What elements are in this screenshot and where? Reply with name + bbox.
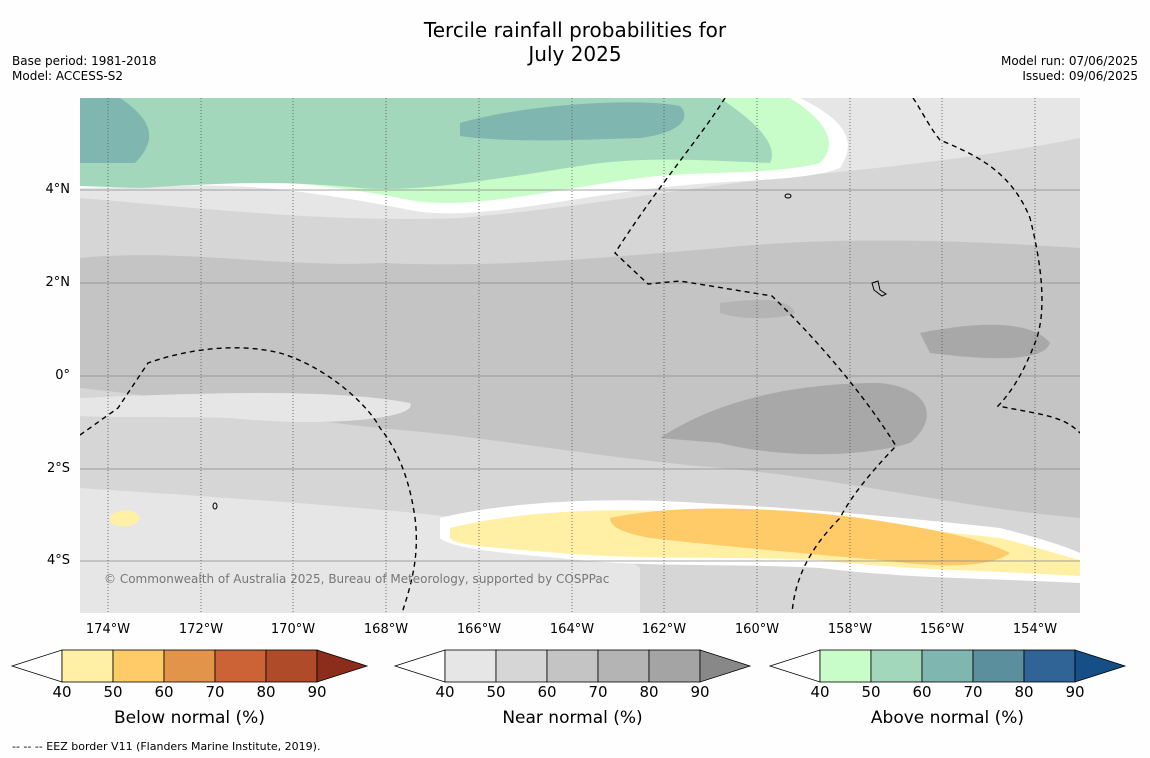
- colorbar-below-normal-segment-60: [163, 649, 216, 683]
- colorbar-near-normal-segment-40: [444, 649, 497, 683]
- lon-label-160w: 160°W: [734, 622, 780, 637]
- colorbar-below-normal-tick-90: 90: [307, 683, 327, 701]
- below-normal-40-small: [110, 510, 140, 527]
- above-normal-60-west: [80, 98, 150, 163]
- islands: [212, 193, 887, 510]
- lat-label-4n: 4°N: [45, 182, 71, 197]
- colorbar-near-normal-segment-80: [648, 649, 701, 683]
- colorbar-above-normal-over-triangle: [1074, 649, 1127, 683]
- colorbar-near-normal: [393, 649, 752, 683]
- above-normal-60-east: [460, 102, 685, 141]
- colorbar-below-normal-tick-70: 70: [205, 683, 225, 701]
- lat-label-4s: 4°S: [46, 553, 70, 568]
- lon-label-156w: 156°W: [919, 622, 965, 637]
- colorbar-near-normal-tick-70: 70: [588, 683, 608, 701]
- eez-border-east: [912, 98, 1080, 434]
- lon-label-166w: 166°W: [456, 622, 502, 637]
- colorbar-above-normal-segment-40: [819, 649, 872, 683]
- lon-label-168w: 168°W: [363, 622, 409, 637]
- colorbar-below-normal-segment-70: [214, 649, 267, 683]
- colorbar-above-normal-segment-70: [972, 649, 1025, 683]
- title-line-2: July 2025: [528, 42, 622, 66]
- lon-label-154w: 154°W: [1012, 622, 1058, 637]
- eez-borders: [80, 98, 1080, 613]
- lon-label-172w: 172°W: [178, 622, 224, 637]
- colorbar-below-normal: [10, 649, 369, 683]
- map-title: Tercile rainfall probabilities for July …: [0, 18, 1150, 66]
- below-normal-50: [610, 508, 1010, 566]
- model-run: Model run: 07/06/2025: [1000, 54, 1138, 68]
- model-name: Model: ACCESS-S2: [12, 69, 124, 83]
- colorbar-above-normal-tick-50: 50: [861, 683, 881, 701]
- near-normal-80-patch-2: [920, 324, 1050, 359]
- colorbar-label-near-normal: Near normal (%): [502, 708, 643, 728]
- colorbar-above-normal-tick-80: 80: [1014, 683, 1034, 701]
- colorbar-below-normal-tick-50: 50: [103, 683, 123, 701]
- meta-left: Base period: 1981-2018 Model: ACCESS-S2: [12, 54, 157, 84]
- longitude-lines: [107, 98, 1036, 613]
- lon-label-170w: 170°W: [270, 622, 316, 637]
- colorbar-above-normal: [768, 649, 1127, 683]
- colorbars: [10, 649, 1127, 683]
- lon-label-164w: 164°W: [549, 622, 595, 637]
- latitude-lines: [80, 189, 1080, 562]
- issued-date: Issued: 09/06/2025: [1022, 69, 1138, 83]
- colorbar-near-normal-tick-80: 80: [639, 683, 659, 701]
- near-normal-40-south: [80, 488, 640, 613]
- lon-label-158w: 158°W: [827, 622, 873, 637]
- colorbar-below-normal-under-triangle: [10, 649, 63, 683]
- lon-label-174w: 174°W: [85, 622, 131, 637]
- base-period: Base period: 1981-2018: [12, 54, 157, 68]
- near-normal-70-patch: [720, 300, 795, 319]
- colorbar-near-normal-under-triangle: [393, 649, 446, 683]
- lat-label-2n: 2°N: [45, 275, 71, 290]
- island-3: [212, 502, 218, 510]
- colorbar-above-normal-under-triangle: [768, 649, 821, 683]
- colorbar-below-normal-segment-40: [61, 649, 114, 683]
- near-normal-80-patch-1: [660, 383, 927, 455]
- island-2: [871, 280, 887, 297]
- colorbar-below-normal-tick-60: 60: [154, 683, 174, 701]
- colorbar-near-normal-segment-50: [495, 649, 548, 683]
- colorbar-above-normal-tick-90: 90: [1065, 683, 1085, 701]
- eez-footnote: -- -- -- EEZ border V11 (Flanders Marine…: [12, 740, 321, 753]
- colorbar-below-normal-segment-80: [265, 649, 318, 683]
- title-line-1: Tercile rainfall probabilities for: [423, 18, 727, 42]
- colorbar-above-normal-segment-50: [870, 649, 923, 683]
- lon-label-162w: 162°W: [641, 622, 687, 637]
- copyright-notice: © Commonwealth of Australia 2025, Bureau…: [104, 572, 610, 586]
- meta-right: Model run: 07/06/2025 Issued: 09/06/2025: [1001, 54, 1138, 84]
- lat-label-2s: 2°S: [46, 461, 70, 476]
- colorbar-below-normal-segment-50: [112, 649, 165, 683]
- colorbar-near-normal-tick-50: 50: [486, 683, 506, 701]
- colorbar-below-normal-tick-80: 80: [256, 683, 276, 701]
- colorbar-near-normal-tick-60: 60: [537, 683, 557, 701]
- colorbar-above-normal-tick-60: 60: [912, 683, 932, 701]
- colorbar-near-normal-segment-60: [546, 649, 599, 683]
- colorbar-above-normal-segment-60: [921, 649, 974, 683]
- lat-label-0: 0°: [55, 368, 70, 383]
- colorbar-below-normal-over-triangle: [316, 649, 369, 683]
- colorbar-above-normal-tick-40: 40: [810, 683, 830, 701]
- near-normal-40-west: [80, 393, 411, 423]
- island-1: [784, 193, 792, 199]
- colorbar-near-normal-over-triangle: [699, 649, 752, 683]
- colorbar-label-below-normal: Below normal (%): [114, 708, 265, 728]
- colorbar-near-normal-tick-40: 40: [435, 683, 455, 701]
- colorbar-near-normal-tick-90: 90: [690, 683, 710, 701]
- probability-map: [80, 98, 1080, 613]
- colorbar-above-normal-segment-80: [1023, 649, 1076, 683]
- colorbar-above-normal-tick-70: 70: [963, 683, 983, 701]
- colorbar-label-above-normal: Above normal (%): [870, 708, 1025, 728]
- colorbar-near-normal-segment-70: [597, 649, 650, 683]
- eez-border-central: [614, 98, 897, 613]
- colorbar-below-normal-tick-40: 40: [52, 683, 72, 701]
